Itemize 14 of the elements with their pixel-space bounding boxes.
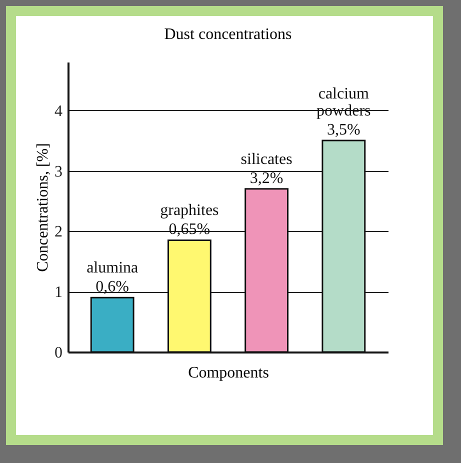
y-tick-label: 4: [54, 102, 62, 120]
y-tick-label: 0: [54, 344, 62, 362]
y-tick-label: 3: [54, 163, 62, 180]
y-axis-title: Concentrations, [%]: [34, 143, 52, 272]
annotation: 3,2%: [250, 170, 284, 187]
y-tick-label: 2: [54, 224, 62, 241]
chart-title: Dust concentrations: [164, 26, 292, 43]
y-tick-label: 1: [54, 284, 62, 302]
x-tick-label: graphites: [160, 202, 219, 220]
x-tick-label: alumina: [86, 260, 138, 277]
x-tick-label: silicates: [240, 150, 292, 168]
x-axis-title: Components: [188, 364, 269, 382]
annotation: 3,5%: [327, 122, 360, 139]
annotation: 0,6%: [96, 278, 129, 296]
